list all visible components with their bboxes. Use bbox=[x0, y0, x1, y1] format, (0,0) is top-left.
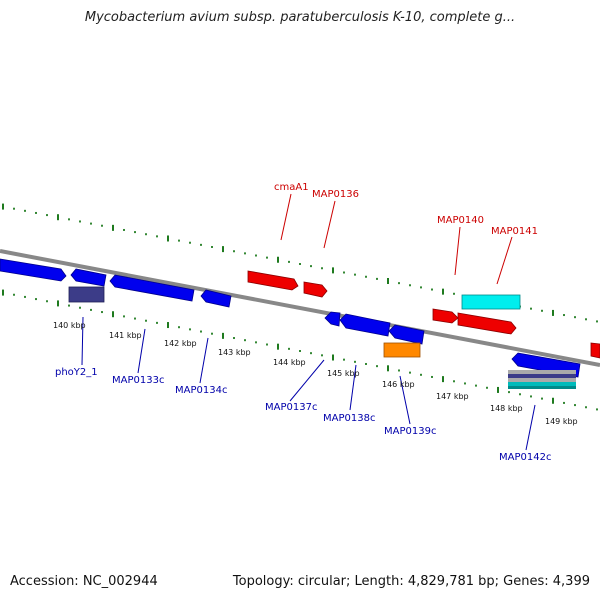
gene-arrow[interactable] bbox=[109, 274, 195, 302]
top-label-lines bbox=[280, 193, 513, 285]
kbp-label: 140 kbp bbox=[53, 321, 86, 330]
gene-label[interactable]: MAP0142c bbox=[499, 452, 551, 463]
kbp-label: 142 kbp bbox=[164, 339, 197, 348]
kbp-label: 145 kbp bbox=[327, 369, 360, 378]
gene-arrow[interactable] bbox=[388, 324, 425, 345]
bottom-label-lines bbox=[81, 316, 536, 451]
gene-block-stripe[interactable] bbox=[508, 382, 576, 386]
gene-arrow[interactable] bbox=[590, 342, 600, 359]
gene-block-stripe[interactable] bbox=[508, 378, 576, 382]
gene-arrow[interactable] bbox=[324, 311, 341, 327]
kbp-label: 143 kbp bbox=[218, 348, 251, 357]
kbp-label: 141 kbp bbox=[109, 331, 142, 340]
gene-label[interactable]: MAP0136 bbox=[312, 189, 359, 200]
gene-label[interactable]: phoY2_1 bbox=[55, 367, 98, 378]
gene-label[interactable]: MAP0138c bbox=[323, 413, 375, 424]
map-title: Mycobacterium avium subsp. paratuberculo… bbox=[84, 10, 516, 25]
genome-backbone bbox=[0, 249, 600, 367]
gene-label[interactable]: MAP0141 bbox=[491, 226, 538, 237]
gene-label[interactable]: MAP0139c bbox=[384, 426, 436, 437]
gene-label[interactable]: cmaA1 bbox=[274, 182, 309, 193]
gene-arrow[interactable] bbox=[0, 258, 67, 282]
accession-text: Accession: NC_002944 bbox=[10, 574, 158, 589]
gene-label[interactable]: MAP0140 bbox=[437, 215, 484, 226]
gene-arrow[interactable] bbox=[457, 312, 517, 335]
gene-block-orange[interactable] bbox=[383, 342, 421, 358]
kbp-label: 146 kbp bbox=[382, 380, 415, 389]
gene-arrow[interactable] bbox=[303, 281, 328, 298]
gene-arrow[interactable] bbox=[432, 308, 459, 324]
bottom-tick-track bbox=[2, 289, 598, 411]
gene-label[interactable]: MAP0134c bbox=[175, 385, 227, 396]
gene-block-stripe[interactable] bbox=[508, 386, 576, 389]
gene-block-stripe[interactable] bbox=[508, 374, 576, 378]
kbp-label: 147 kbp bbox=[436, 392, 469, 401]
gene-block-purple[interactable] bbox=[68, 286, 105, 303]
kbp-label: 148 kbp bbox=[490, 404, 523, 413]
gene-arrow[interactable] bbox=[247, 270, 299, 291]
gene-arrow[interactable] bbox=[200, 289, 232, 308]
kbp-label: 149 kbp bbox=[545, 417, 578, 426]
gene-block-cyan[interactable] bbox=[461, 294, 521, 310]
gene-label[interactable]: MAP0133c bbox=[112, 375, 164, 386]
kbp-label: 144 kbp bbox=[273, 358, 306, 367]
gene-block-stripe[interactable] bbox=[508, 370, 576, 374]
genome-summary-text: Topology: circular; Length: 4,829,781 bp… bbox=[232, 574, 590, 589]
gene-arrow[interactable] bbox=[70, 268, 107, 287]
gene-label[interactable]: MAP0137c bbox=[265, 402, 317, 413]
gene-arrow[interactable] bbox=[339, 313, 391, 337]
